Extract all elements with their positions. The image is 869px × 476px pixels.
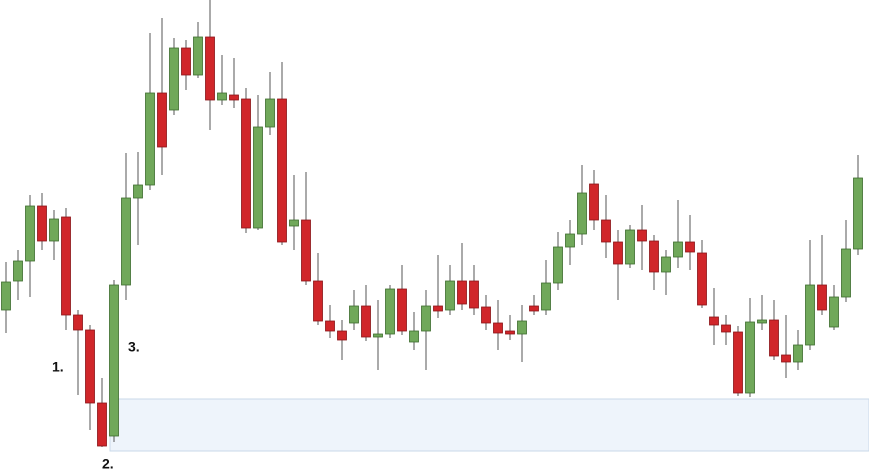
candle-body (109, 284, 119, 437)
candle-body (529, 305, 539, 312)
annotation: 3. (128, 339, 140, 355)
candle-body (721, 324, 731, 333)
candle-body (709, 316, 719, 326)
candle-body (505, 330, 515, 335)
candle-body (661, 256, 671, 273)
candle-body (337, 330, 347, 341)
candle-body (37, 205, 47, 242)
candle-body (541, 282, 551, 311)
candle-body (253, 126, 263, 229)
candle-body (757, 319, 767, 324)
candle-body (553, 246, 563, 284)
candle-body (145, 92, 155, 186)
candle-body (169, 47, 179, 111)
candle-body (121, 197, 131, 286)
candle-body (769, 319, 779, 357)
candle-body (361, 305, 371, 338)
candle-body (313, 280, 323, 322)
annotation: 1. (52, 359, 64, 375)
candle-body (733, 331, 743, 394)
candle-body (793, 344, 803, 363)
candle-body (649, 240, 659, 273)
candle-body (409, 330, 419, 343)
candle-body (673, 241, 683, 258)
candle-body (829, 296, 839, 328)
candle-body (781, 354, 791, 363)
candle-body (289, 219, 299, 227)
candle-body (25, 205, 35, 262)
candle-body (745, 321, 755, 394)
candle-body (565, 233, 575, 248)
candle-body (445, 280, 455, 311)
candle-body (349, 305, 359, 324)
candle-body (625, 229, 635, 265)
candle-body (397, 288, 407, 332)
candle-body (241, 98, 251, 229)
candle-body (325, 320, 335, 332)
candle-body (457, 280, 467, 305)
candle-body (157, 92, 167, 148)
candle-body (301, 219, 311, 282)
candle-body (133, 184, 143, 199)
annotation: 2. (102, 456, 114, 472)
candle-body (205, 36, 215, 101)
candle-body (601, 219, 611, 243)
candle-body (229, 94, 239, 101)
candle-body (97, 402, 107, 447)
candle-body (265, 98, 275, 128)
zone (109, 398, 869, 452)
candle-body (493, 322, 503, 334)
candle-body (13, 260, 23, 282)
candle-body (73, 314, 83, 331)
candle-body (841, 248, 851, 298)
candle-body (385, 288, 395, 335)
candle-body (613, 241, 623, 265)
candle-layer (1, 0, 863, 447)
candle-body (61, 216, 71, 316)
candle-body (817, 284, 827, 311)
candle-body (433, 305, 443, 312)
candle-body (1, 281, 11, 311)
candle-body (577, 192, 587, 235)
candle-body (685, 241, 695, 253)
candle-body (49, 218, 59, 242)
candle-body (637, 229, 647, 242)
candle-body (421, 305, 431, 332)
candle-body (517, 320, 527, 335)
candle-body (589, 183, 599, 221)
candle-body (469, 280, 479, 309)
candle-body (805, 284, 815, 346)
candle-body (193, 36, 203, 76)
candle-body (373, 333, 383, 338)
candle-body (85, 329, 95, 404)
candle-body (697, 252, 707, 306)
candle-body (217, 92, 227, 101)
candle-body (481, 306, 491, 324)
candle-body (181, 47, 191, 76)
zone-layer (109, 398, 869, 452)
candle-body (853, 177, 863, 250)
candle-body (277, 98, 287, 243)
